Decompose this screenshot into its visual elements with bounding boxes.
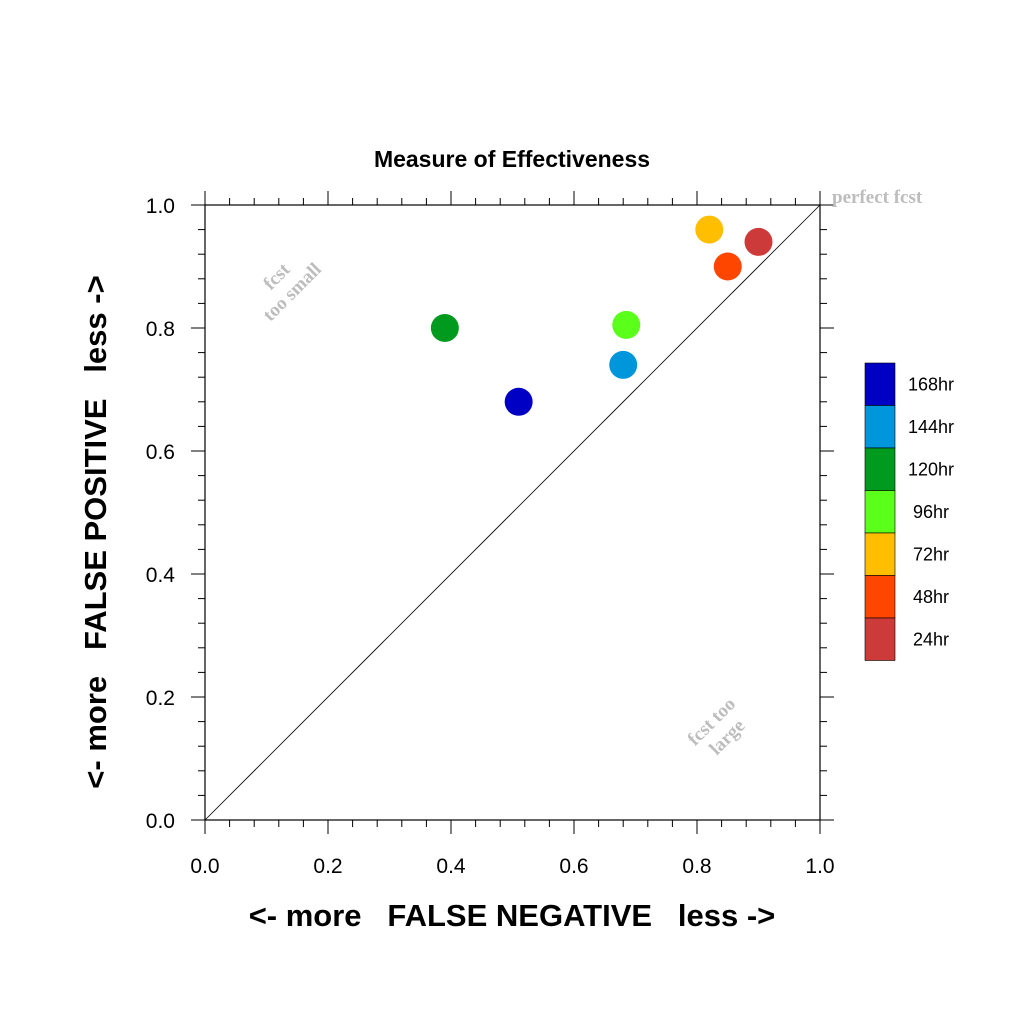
y-tick-label: 0.8 <box>146 318 175 341</box>
chart-title: Measure of Effectiveness <box>374 146 650 172</box>
x-tick-label: 0.6 <box>559 855 588 878</box>
y-axis-title: <- more FALSE POSITIVE less -> <box>78 275 113 788</box>
annotation-too-small: fcst too small <box>259 259 326 326</box>
x-axis-title: <- more FALSE NEGATIVE less -> <box>249 898 776 933</box>
x-tick-label: 0.0 <box>190 855 219 878</box>
data-points <box>430 215 773 416</box>
legend-swatch-48hr <box>864 575 896 619</box>
y-tick-label: 1.0 <box>146 195 175 218</box>
point-120hr <box>430 314 459 342</box>
legend-label-168hr: 168hr <box>908 374 954 394</box>
point-96hr <box>612 310 641 339</box>
x-tick-label: 0.4 <box>436 855 466 878</box>
x-tick-label: 0.2 <box>313 855 342 878</box>
legend-label-144hr: 144hr <box>908 417 954 437</box>
x-tick-label: 0.8 <box>682 855 711 878</box>
legend-swatch-120hr <box>864 447 896 491</box>
legend-swatch-168hr <box>864 362 896 406</box>
point-144hr <box>609 350 638 379</box>
legend-label-24hr: 24hr <box>913 629 949 649</box>
point-24hr <box>744 227 773 256</box>
y-tick-label: 0.2 <box>146 687 175 710</box>
legend-label-96hr: 96hr <box>913 502 949 522</box>
legend-label-48hr: 48hr <box>913 587 949 607</box>
y-tick-label: 0.4 <box>146 564 176 587</box>
legend-swatch-144hr <box>864 405 896 449</box>
point-168hr <box>504 387 533 416</box>
y-tick-label: 0.0 <box>146 810 175 833</box>
annotation-too-large: fcst too large <box>684 694 750 760</box>
perfect-forecast-diagonal <box>204 204 821 821</box>
x-tick-label: 1.0 <box>805 855 834 878</box>
legend: 168hr 144hr 120hr 96hr 72hr 48hr 24hr <box>864 362 954 661</box>
legend-swatch-96hr <box>864 490 896 534</box>
y-tick-label: 0.6 <box>146 441 175 464</box>
axis-ticks: 0.0 0.2 0.4 0.6 0.8 1.0 0.0 0.2 0.4 0.6 0.8 1.0 <box>146 191 835 878</box>
legend-swatch-72hr <box>864 532 896 576</box>
legend-label-120hr: 120hr <box>908 459 954 479</box>
point-72hr <box>695 215 724 244</box>
legend-swatch-24hr <box>864 617 896 661</box>
plot-frame <box>204 204 821 821</box>
annotation-perfect-fcst: perfect fcst <box>832 187 923 208</box>
point-48hr <box>713 252 742 281</box>
legend-label-72hr: 72hr <box>913 544 949 564</box>
